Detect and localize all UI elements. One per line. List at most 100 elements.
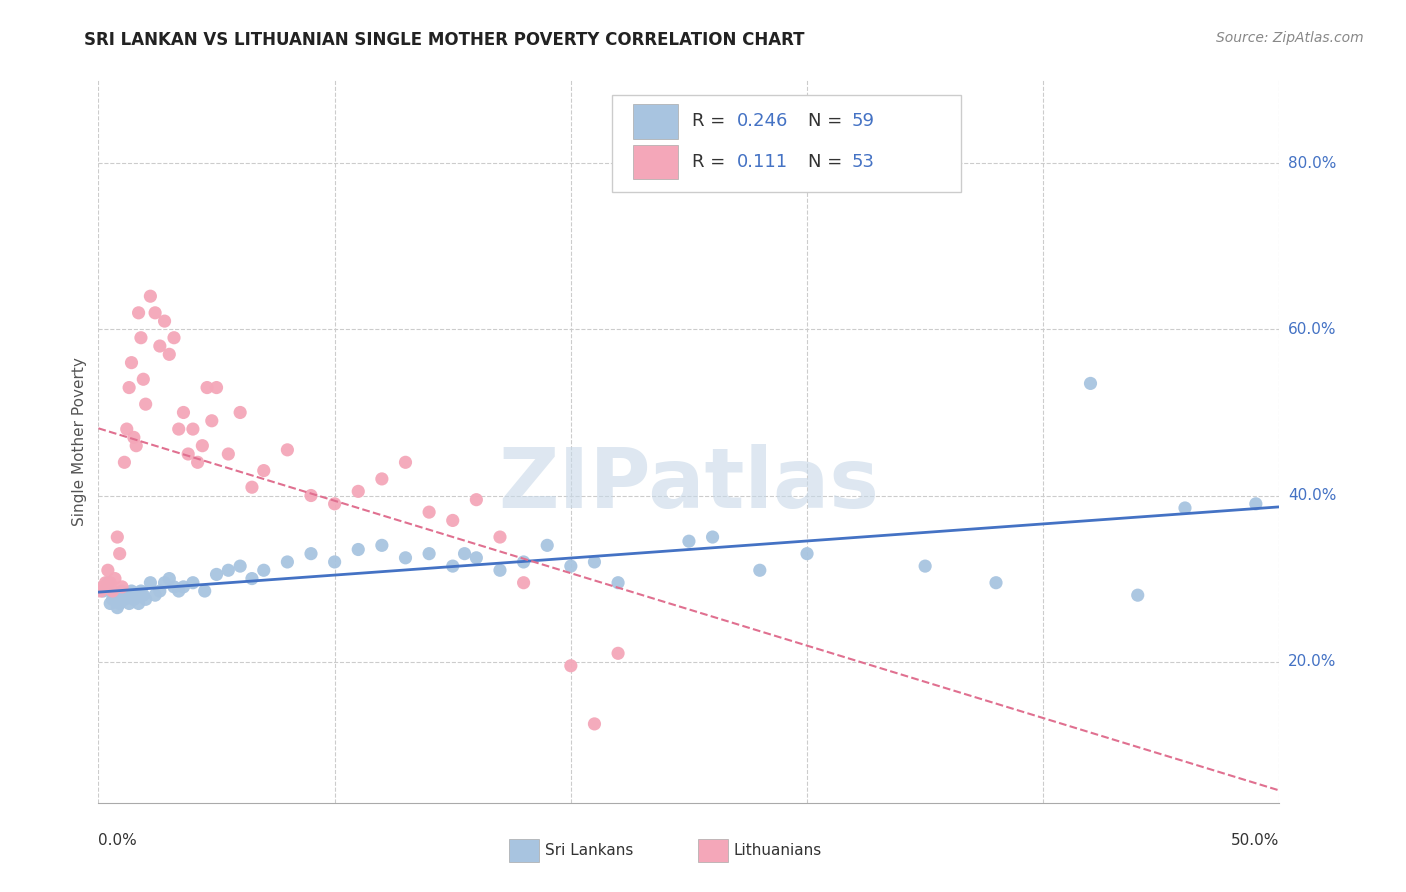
FancyBboxPatch shape [509,838,538,862]
Point [702,530,724,544]
Point [143,306,166,320]
Point [172,580,194,594]
Point [139,575,162,590]
Text: R =: R = [693,153,737,171]
Point [748,563,770,577]
Point [371,472,394,486]
Point [1080,376,1102,391]
Text: 0.246: 0.246 [737,112,789,130]
Point [371,538,394,552]
Point [111,580,134,594]
Point [122,592,145,607]
Text: N =: N = [808,153,848,171]
Point [104,572,127,586]
Point [1244,497,1267,511]
Point [118,380,141,394]
Point [167,584,190,599]
Point [101,584,124,599]
Y-axis label: Single Mother Poverty: Single Mother Poverty [72,357,87,526]
FancyBboxPatch shape [612,95,960,193]
Point [163,331,186,345]
Point [118,597,141,611]
Point [229,405,252,419]
Point [157,347,180,361]
Point [149,584,172,599]
Point [108,547,131,561]
Point [560,658,582,673]
Point [1126,588,1149,602]
Text: 59: 59 [852,112,875,130]
Point [299,489,322,503]
Point [560,559,582,574]
Point [347,542,370,557]
Text: 20.0%: 20.0% [1288,654,1336,669]
Point [465,550,488,565]
Point [128,597,150,611]
Text: 50.0%: 50.0% [1232,833,1279,848]
Text: 80.0%: 80.0% [1288,156,1336,171]
Point [181,575,204,590]
Point [607,575,630,590]
Point [167,422,190,436]
Point [132,588,155,602]
Point [129,584,152,599]
Text: 40.0%: 40.0% [1288,488,1336,503]
Text: Lithuanians: Lithuanians [734,843,823,858]
Point [181,422,204,436]
Point [276,555,298,569]
Point [112,455,135,469]
FancyBboxPatch shape [634,145,678,179]
Point [512,555,534,569]
Point [194,584,217,599]
Point [583,717,606,731]
Point [122,430,145,444]
Text: 0.111: 0.111 [737,153,789,171]
Point [98,597,121,611]
Point [91,580,114,594]
Point [201,414,224,428]
Point [217,447,239,461]
Point [143,588,166,602]
Point [105,530,128,544]
Point [108,597,131,611]
Point [98,575,121,590]
Point [104,588,127,602]
Text: 53: 53 [852,153,875,171]
Point [157,572,180,586]
Point [453,547,475,561]
Point [177,447,200,461]
Point [276,442,298,457]
Text: Source: ZipAtlas.com: Source: ZipAtlas.com [1216,31,1364,45]
Point [111,584,134,599]
Point [97,575,120,590]
Point [217,563,239,577]
Point [132,372,155,386]
Point [299,547,322,561]
Point [583,555,606,569]
Point [90,584,112,599]
Text: Sri Lankans: Sri Lankans [546,843,633,858]
Point [914,559,936,574]
Point [97,563,120,577]
Point [323,497,346,511]
Text: ZIPatlas: ZIPatlas [499,444,879,525]
Point [135,592,157,607]
Point [205,380,228,394]
Point [418,505,440,519]
Point [139,289,162,303]
Point [465,492,488,507]
Point [187,455,209,469]
Point [105,600,128,615]
Point [418,547,440,561]
Point [323,555,346,569]
Point [240,572,263,586]
Point [441,513,464,527]
Point [112,592,135,607]
FancyBboxPatch shape [634,104,678,139]
Point [121,356,143,370]
FancyBboxPatch shape [699,838,728,862]
Point [121,584,143,599]
Point [441,559,464,574]
Point [153,314,176,328]
Text: R =: R = [693,112,731,130]
